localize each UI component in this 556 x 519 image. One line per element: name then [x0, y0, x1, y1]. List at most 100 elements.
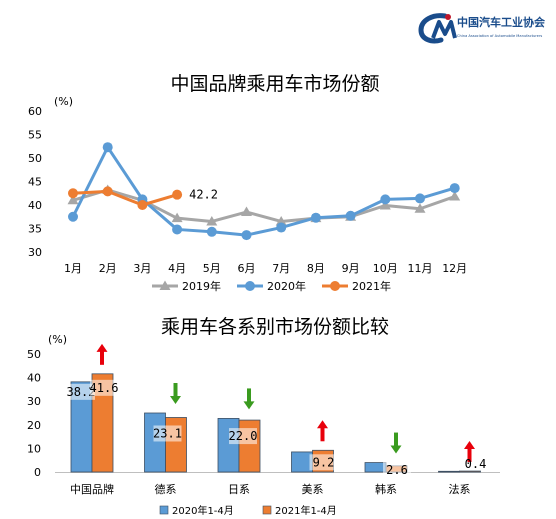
data-label-bg: [383, 461, 411, 478]
line-x-tick-label: 9月: [342, 262, 360, 275]
bar-x-tick-label: 美系: [302, 483, 324, 496]
line-chart-legend: 2019年 2020年 2021年: [152, 279, 391, 293]
line-y-tick-label: 45: [28, 176, 42, 189]
legend-label: 2021年1-4月: [275, 504, 337, 517]
line-point: [67, 194, 79, 205]
bar: [364, 462, 387, 473]
line-chart-annotation: 42.2: [189, 188, 218, 202]
line-point: [206, 215, 218, 226]
bar-chart-data-labels: 38.241.6 23.1 22.0 9.2 2.6 0.4: [67, 379, 487, 478]
bar-chart-trend-arrows: [96, 343, 475, 463]
trend-arrow-up: [464, 441, 475, 463]
line-series-group: [68, 142, 460, 241]
logo-name-cn: 中国汽车工业协会: [457, 15, 546, 29]
line-point: [415, 193, 425, 204]
line-series-path: [71, 145, 456, 237]
trend-arrow-up: [317, 420, 328, 442]
bar: [217, 418, 240, 473]
line-y-tick-label: 55: [28, 129, 42, 142]
line-point: [172, 224, 183, 235]
trend-arrow-down: [170, 383, 181, 404]
logo-mark: [418, 13, 457, 44]
legend-label: 2020年1-4月: [172, 504, 234, 517]
trend-arrow-head: [170, 396, 181, 404]
line-series-path: [72, 188, 456, 223]
trend-arrow-shaft: [247, 388, 251, 403]
line-series-group: [67, 184, 461, 226]
trend-arrow-head: [317, 420, 328, 429]
bar-chart-legend: 2020年1-4月 2021年1-4月: [159, 504, 337, 517]
trend-arrow-head: [96, 343, 108, 352]
bar-x-tick-label: 韩系: [375, 482, 397, 496]
line-y-tick-label: 35: [28, 223, 42, 236]
trend-arrow-head: [243, 401, 255, 410]
line-point: [449, 191, 461, 201]
legend-swatch: [262, 505, 272, 515]
legend-marker: [159, 280, 171, 290]
line-y-tick-label: 50: [28, 152, 42, 165]
trend-arrow-shaft: [394, 432, 398, 447]
line-chart-x-axis: 1月 2月 3月 4月 5月 6月 7月 8月 9月 10月 11月 12月: [64, 262, 467, 275]
line-point: [345, 210, 356, 221]
line-x-tick-label: 8月: [307, 262, 325, 275]
line-x-tick-label: 11月: [408, 262, 433, 275]
bar-x-tick-label: 中国品牌: [70, 482, 114, 496]
trend-arrow-up: [96, 343, 108, 365]
line-x-tick-label: 12月: [442, 262, 467, 275]
bar-chart-ylabel: (%): [48, 333, 67, 346]
line-point: [380, 194, 391, 205]
line-x-tick-label: 3月: [133, 262, 151, 275]
line-chart-series: [67, 142, 461, 241]
data-label: 38.2: [67, 385, 96, 399]
bar-x-tick-label: 德系: [155, 482, 177, 496]
line-x-tick-label: 6月: [238, 262, 256, 275]
trend-arrow-shaft: [320, 427, 325, 442]
line-chart-ylabel: (%): [54, 95, 73, 108]
trend-arrow-shaft: [173, 383, 178, 397]
bar-y-tick-label: 0: [34, 466, 41, 479]
line-point: [206, 226, 217, 237]
trend-arrow-down: [243, 388, 255, 410]
line-point: [449, 183, 460, 194]
bar: [459, 470, 481, 473]
bar-y-tick-label: 20: [27, 419, 41, 432]
line-point: [68, 188, 78, 199]
bar: [291, 451, 313, 473]
bar-chart-title: 乘用车各系别市场份额比较: [161, 316, 389, 338]
legend-swatch: [159, 505, 169, 515]
trend-arrow-head: [464, 441, 475, 450]
legend-label: 2020年: [267, 279, 306, 293]
bar-chart-bars: [70, 373, 481, 473]
data-label: 9.2: [313, 455, 335, 469]
line-point: [137, 200, 148, 210]
legend-marker: [245, 281, 255, 291]
line-point: [414, 203, 426, 213]
line-x-tick-label: 4月: [168, 262, 186, 275]
data-label: 41.6: [90, 381, 119, 395]
line-y-tick-label: 60: [28, 105, 42, 118]
line-point: [171, 212, 183, 223]
data-label: 2.6: [386, 463, 408, 477]
data-label-bg: [309, 454, 338, 471]
trend-arrow-down: [390, 432, 402, 454]
line-series-group: [68, 186, 183, 210]
line-x-tick-label: 5月: [203, 262, 221, 275]
logo-name-en: China Association of Automobile Manufact…: [457, 34, 542, 38]
line-x-tick-label: 10月: [373, 262, 398, 275]
trend-arrow-shaft: [100, 350, 104, 365]
line-point: [102, 142, 113, 153]
line-point: [172, 189, 183, 200]
data-label-bg: [153, 425, 182, 442]
line-point: [310, 212, 321, 223]
line-x-tick-label: 2月: [99, 262, 117, 275]
bar-y-tick-label: 10: [27, 442, 41, 455]
data-label: 23.1: [153, 426, 182, 440]
bar-x-tick-label: 法系: [449, 482, 471, 496]
data-label: 0.4: [465, 457, 487, 471]
line-point: [275, 215, 287, 226]
line-chart: 中国品牌乘用车市场份额 (%) 30 35 40 45 50 55 60 1月 2月 3月 4月 5…: [28, 73, 467, 293]
line-chart-y-axis: 30 35 40 45 50 55 60: [28, 105, 42, 259]
line-point: [276, 222, 287, 233]
line-y-tick-label: 30: [28, 246, 42, 259]
